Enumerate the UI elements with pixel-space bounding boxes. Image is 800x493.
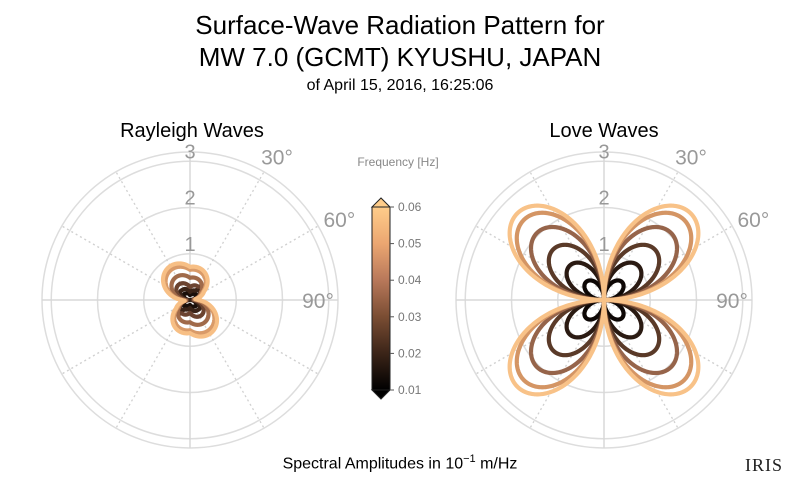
- colorbar-label: Frequency [Hz]: [357, 155, 438, 169]
- rayleigh-polar-plot: 1 2 3 30° 60° 90°: [41, 141, 355, 449]
- colorbar-tick-label-0.03: 0.03: [398, 310, 422, 324]
- radial-tick-label-2: 2: [184, 188, 195, 210]
- footer-unit: m/Hz: [475, 455, 518, 473]
- love-panel-title: Love Waves: [549, 120, 659, 142]
- polar-spoke-330: [115, 171, 191, 301]
- angle-tick-label-30: 30°: [675, 147, 707, 170]
- colorbar-tick-label-0.01: 0.01: [398, 383, 422, 397]
- colorbar-tick-label-0.02: 0.02: [398, 346, 422, 360]
- angle-tick-label-60: 60°: [323, 209, 355, 232]
- polar-spoke-60: [189, 225, 319, 301]
- angle-tick-label-60: 60°: [737, 209, 769, 232]
- radial-tick-label-1: 1: [184, 234, 195, 256]
- colorbar-frame: [371, 206, 391, 391]
- series-curve-0.06: [160, 261, 220, 339]
- love-polar-plot: 1 2 3 30° 60° 90°: [455, 141, 769, 449]
- iris-logo: IRIS: [745, 455, 784, 475]
- colorbar-max-extend: [370, 197, 392, 208]
- colorbar-tick-label-0.04: 0.04: [398, 273, 422, 287]
- series-curve-0.06: [507, 203, 701, 397]
- footer-exponent: −1: [463, 453, 476, 465]
- radial-tick-label-1: 1: [598, 234, 609, 256]
- footer-base: 10: [445, 455, 464, 473]
- radial-tick-label-3: 3: [184, 141, 195, 163]
- frequency-colorbar: Frequency [Hz] 0.01 0.02 0.03 0.04 0.05 0.06: [357, 155, 439, 400]
- angle-tick-label-90: 90°: [716, 290, 748, 313]
- angle-tick-label-30: 30°: [261, 147, 293, 170]
- footer-prefix: Spectral Amplitudes in: [282, 455, 446, 473]
- colorbar-min-extend: [370, 389, 392, 400]
- chart-subtitle-date: of April 15, 2016, 16:25:06: [306, 77, 494, 94]
- colorbar-tick-label-0.05: 0.05: [398, 237, 422, 251]
- polar-spoke-240: [61, 299, 191, 375]
- colorbar-tick-label-0.06: 0.06: [398, 200, 422, 214]
- angle-tick-label-90: 90°: [302, 290, 334, 313]
- rayleigh-panel-title: Rayleigh Waves: [120, 120, 264, 142]
- chart-title-line1: Surface-Wave Radiation Pattern for: [195, 10, 605, 40]
- radial-tick-label-3: 3: [598, 141, 609, 163]
- radial-tick-label-2: 2: [598, 188, 609, 210]
- chart-title-line2: MW 7.0 (GCMT) KYUSHU, JAPAN: [198, 42, 602, 72]
- polar-spoke-150: [189, 299, 265, 429]
- x-axis-label-spectral-amplitudes: Spectral Amplitudes in 10−1 m/Hz: [0, 453, 800, 473]
- colorbar-gradient: [372, 207, 390, 390]
